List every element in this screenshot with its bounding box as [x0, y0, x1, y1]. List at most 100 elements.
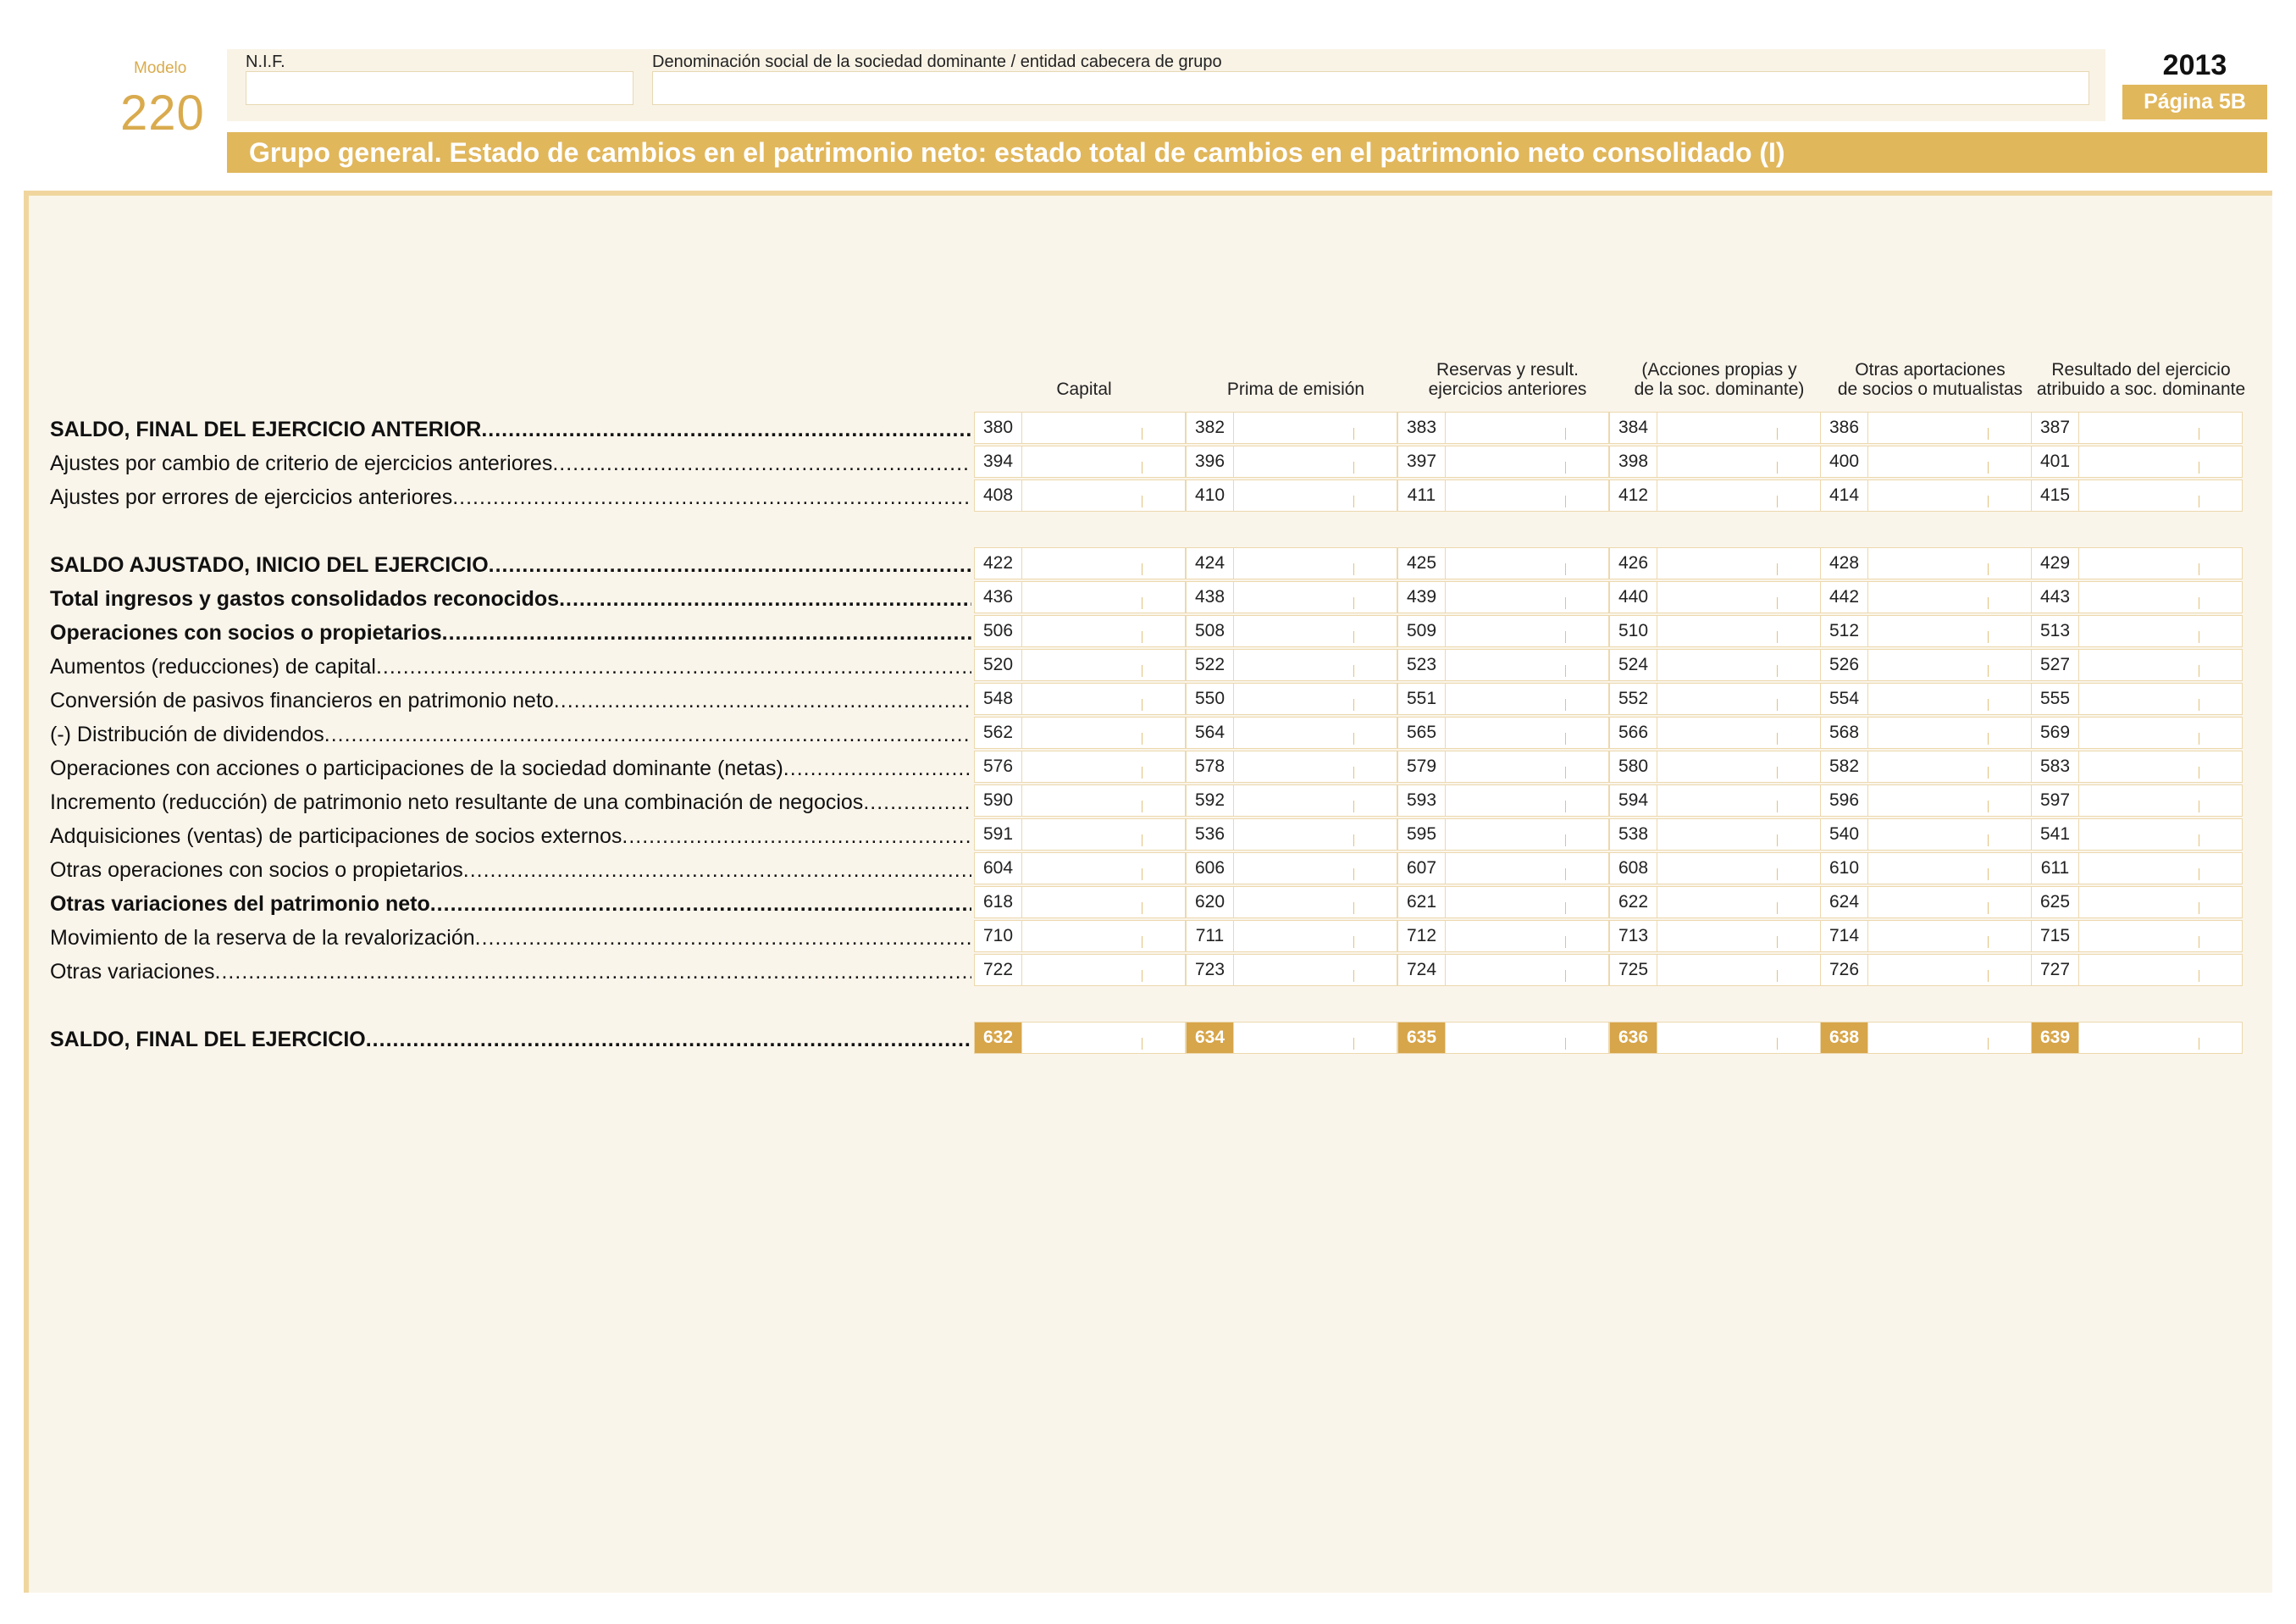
amount-field[interactable]: 398 [1609, 446, 1821, 478]
amount-field[interactable]: 713 [1609, 920, 1821, 952]
amount-field[interactable]: 442 [1820, 581, 2032, 613]
amount-field[interactable]: 596 [1820, 784, 2032, 817]
amount-field[interactable]: 384 [1609, 412, 1821, 444]
amount-field[interactable]: 595 [1397, 818, 1609, 851]
amount-field[interactable]: 711 [1186, 920, 1397, 952]
amount-field[interactable]: 440 [1609, 581, 1821, 613]
amount-field[interactable]: 594 [1609, 784, 1821, 817]
amount-field[interactable]: 426 [1609, 547, 1821, 579]
amount-field[interactable]: 625 [2031, 886, 2243, 918]
amount-field[interactable]: 524 [1609, 649, 1821, 681]
amount-field[interactable]: 415 [2031, 479, 2243, 512]
amount-field[interactable]: 538 [1609, 818, 1821, 851]
amount-field[interactable]: 621 [1397, 886, 1609, 918]
amount-field[interactable]: 562 [974, 717, 1186, 749]
amount-field[interactable]: 506 [974, 615, 1186, 647]
amount-field[interactable]: 579 [1397, 751, 1609, 783]
amount-field[interactable]: 724 [1397, 954, 1609, 986]
amount-field[interactable]: 639 [2031, 1022, 2243, 1054]
amount-field[interactable]: 583 [2031, 751, 2243, 783]
amount-field[interactable]: 523 [1397, 649, 1609, 681]
amount-field[interactable]: 429 [2031, 547, 2243, 579]
amount-field[interactable]: 710 [974, 920, 1186, 952]
denominacion-input[interactable] [652, 71, 2089, 105]
amount-field[interactable]: 425 [1397, 547, 1609, 579]
amount-field[interactable]: 569 [2031, 717, 2243, 749]
amount-field[interactable]: 632 [974, 1022, 1186, 1054]
amount-field[interactable]: 635 [1397, 1022, 1609, 1054]
amount-field[interactable]: 401 [2031, 446, 2243, 478]
amount-field[interactable]: 414 [1820, 479, 2032, 512]
amount-field[interactable]: 722 [974, 954, 1186, 986]
amount-field[interactable]: 611 [2031, 852, 2243, 884]
amount-field[interactable]: 597 [2031, 784, 2243, 817]
amount-field[interactable]: 412 [1609, 479, 1821, 512]
amount-field[interactable]: 606 [1186, 852, 1397, 884]
amount-field[interactable]: 387 [2031, 412, 2243, 444]
nif-input[interactable] [246, 71, 633, 105]
amount-field[interactable]: 624 [1820, 886, 2032, 918]
amount-field[interactable]: 397 [1397, 446, 1609, 478]
amount-field[interactable]: 604 [974, 852, 1186, 884]
amount-field[interactable]: 394 [974, 446, 1186, 478]
amount-field[interactable]: 715 [2031, 920, 2243, 952]
amount-field[interactable]: 382 [1186, 412, 1397, 444]
amount-field[interactable]: 522 [1186, 649, 1397, 681]
amount-field[interactable]: 618 [974, 886, 1186, 918]
amount-field[interactable]: 554 [1820, 683, 2032, 715]
amount-field[interactable]: 422 [974, 547, 1186, 579]
amount-field[interactable]: 591 [974, 818, 1186, 851]
amount-field[interactable]: 526 [1820, 649, 2032, 681]
amount-field[interactable]: 438 [1186, 581, 1397, 613]
amount-field[interactable]: 566 [1609, 717, 1821, 749]
amount-field[interactable]: 568 [1820, 717, 2032, 749]
amount-field[interactable]: 607 [1397, 852, 1609, 884]
amount-field[interactable]: 638 [1820, 1022, 2032, 1054]
amount-field[interactable]: 541 [2031, 818, 2243, 851]
amount-field[interactable]: 428 [1820, 547, 2032, 579]
amount-field[interactable]: 436 [974, 581, 1186, 613]
amount-field[interactable]: 550 [1186, 683, 1397, 715]
amount-field[interactable]: 712 [1397, 920, 1609, 952]
amount-field[interactable]: 727 [2031, 954, 2243, 986]
amount-field[interactable]: 564 [1186, 717, 1397, 749]
amount-field[interactable]: 578 [1186, 751, 1397, 783]
amount-field[interactable]: 396 [1186, 446, 1397, 478]
amount-field[interactable]: 540 [1820, 818, 2032, 851]
amount-field[interactable]: 411 [1397, 479, 1609, 512]
amount-field[interactable]: 536 [1186, 818, 1397, 851]
amount-field[interactable]: 576 [974, 751, 1186, 783]
amount-field[interactable]: 555 [2031, 683, 2243, 715]
amount-field[interactable]: 383 [1397, 412, 1609, 444]
amount-field[interactable]: 580 [1609, 751, 1821, 783]
amount-field[interactable]: 443 [2031, 581, 2243, 613]
amount-field[interactable]: 512 [1820, 615, 2032, 647]
amount-field[interactable]: 509 [1397, 615, 1609, 647]
amount-field[interactable]: 565 [1397, 717, 1609, 749]
amount-field[interactable]: 520 [974, 649, 1186, 681]
amount-field[interactable]: 634 [1186, 1022, 1397, 1054]
amount-field[interactable]: 508 [1186, 615, 1397, 647]
amount-field[interactable]: 410 [1186, 479, 1397, 512]
amount-field[interactable]: 608 [1609, 852, 1821, 884]
amount-field[interactable]: 400 [1820, 446, 2032, 478]
amount-field[interactable]: 510 [1609, 615, 1821, 647]
amount-field[interactable]: 552 [1609, 683, 1821, 715]
amount-field[interactable]: 636 [1609, 1022, 1821, 1054]
amount-field[interactable]: 726 [1820, 954, 2032, 986]
amount-field[interactable]: 548 [974, 683, 1186, 715]
amount-field[interactable]: 725 [1609, 954, 1821, 986]
amount-field[interactable]: 620 [1186, 886, 1397, 918]
amount-field[interactable]: 723 [1186, 954, 1397, 986]
amount-field[interactable]: 590 [974, 784, 1186, 817]
amount-field[interactable]: 714 [1820, 920, 2032, 952]
amount-field[interactable]: 439 [1397, 581, 1609, 613]
amount-field[interactable]: 380 [974, 412, 1186, 444]
amount-field[interactable]: 424 [1186, 547, 1397, 579]
amount-field[interactable]: 622 [1609, 886, 1821, 918]
amount-field[interactable]: 592 [1186, 784, 1397, 817]
amount-field[interactable]: 527 [2031, 649, 2243, 681]
amount-field[interactable]: 513 [2031, 615, 2243, 647]
amount-field[interactable]: 551 [1397, 683, 1609, 715]
amount-field[interactable]: 408 [974, 479, 1186, 512]
